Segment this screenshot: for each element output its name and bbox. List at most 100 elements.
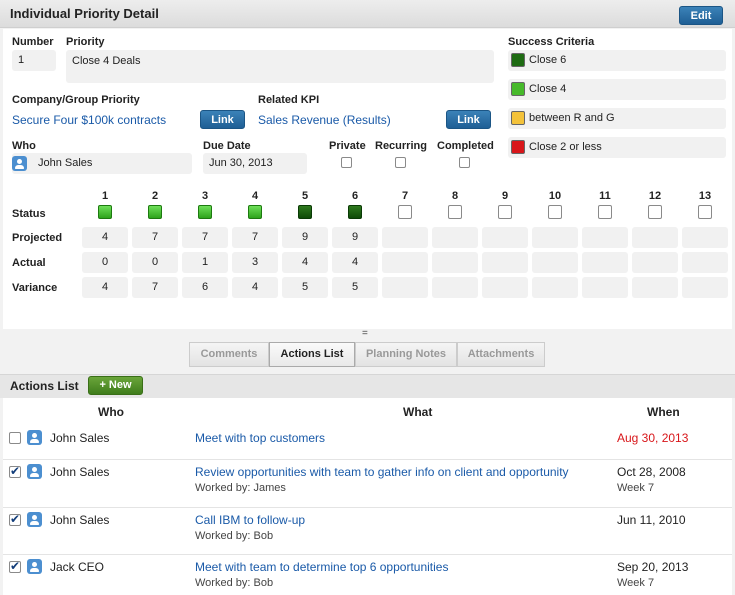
action-checkbox[interactable] — [9, 559, 21, 573]
variance-cell — [482, 277, 528, 298]
status-indicator — [148, 205, 162, 219]
actual-cell — [632, 252, 678, 273]
projected-cell: 7 — [182, 227, 228, 248]
success-criteria-label: Success Criteria — [508, 36, 595, 48]
action-what-link[interactable]: Meet with top customers — [195, 431, 326, 445]
who-field[interactable]: John Sales — [12, 153, 192, 174]
criteria-text: Close 4 — [529, 83, 567, 95]
status-indicator — [498, 205, 512, 219]
row-separator — [3, 507, 732, 508]
when-column-header: When — [647, 405, 680, 419]
success-criteria-item: Close 6 — [508, 50, 726, 71]
status-indicator — [98, 205, 112, 219]
action-what-link[interactable]: Review opportunities with team to gather… — [195, 465, 569, 479]
projected-cell: 7 — [232, 227, 278, 248]
projected-cell: 9 — [282, 227, 328, 248]
company-priority-link[interactable]: Secure Four $100k contracts — [12, 113, 167, 127]
week-column-header: 13 — [698, 190, 712, 202]
actual-cell: 4 — [332, 252, 378, 273]
criteria-text: between R and G — [529, 112, 615, 124]
due-date-field[interactable]: Jun 30, 2013 — [203, 153, 307, 174]
week-column-header: 6 — [351, 190, 359, 202]
company-link-button[interactable]: Link — [200, 110, 245, 129]
user-icon — [27, 430, 42, 445]
tab-comments[interactable]: Comments — [189, 342, 269, 367]
variance-cell: 5 — [282, 277, 328, 298]
variance-cell: 6 — [182, 277, 228, 298]
actual-cell: 0 — [132, 252, 178, 273]
tab-planning-notes[interactable]: Planning Notes — [355, 342, 457, 367]
action-checkbox[interactable] — [9, 512, 21, 526]
projected-cell — [532, 227, 578, 248]
kpi-link[interactable]: Sales Revenue (Results) — [258, 113, 391, 127]
actual-cell: 1 — [182, 252, 228, 273]
projected-cell: 9 — [332, 227, 378, 248]
splitter-handle[interactable]: = — [362, 328, 368, 339]
action-checkbox[interactable] — [9, 464, 21, 478]
projected-cell — [432, 227, 478, 248]
status-indicator — [698, 205, 712, 219]
variance-row-label: Variance — [12, 282, 58, 294]
action-worked-by: Worked by: Bob — [195, 530, 274, 542]
status-indicator — [448, 205, 462, 219]
who-label: Who — [12, 140, 36, 152]
private-label: Private — [329, 140, 366, 152]
company-priority-label: Company/Group Priority — [12, 94, 140, 106]
page-title: Individual Priority Detail — [10, 6, 159, 21]
number-label: Number — [12, 36, 54, 48]
actual-row-label: Actual — [12, 257, 46, 269]
actual-cell — [432, 252, 478, 273]
who-value: John Sales — [38, 157, 93, 169]
action-who: Jack CEO — [50, 560, 105, 574]
row-separator — [3, 459, 732, 460]
edit-button[interactable]: Edit — [679, 6, 723, 25]
action-when: Sep 20, 2013 — [617, 560, 689, 574]
kpi-link-button[interactable]: Link — [446, 110, 491, 129]
actual-cell — [532, 252, 578, 273]
variance-cell — [382, 277, 428, 298]
action-checkbox[interactable] — [9, 432, 21, 444]
recurring-checkbox[interactable] — [395, 157, 406, 168]
week-column-header: 12 — [648, 190, 662, 202]
priority-field[interactable]: Close 4 Deals — [66, 50, 494, 83]
recurring-label: Recurring — [375, 140, 427, 152]
actual-cell — [682, 252, 728, 273]
status-indicator — [398, 205, 412, 219]
action-when: Jun 11, 2010 — [617, 513, 686, 527]
variance-cell — [532, 277, 578, 298]
completed-checkbox[interactable] — [459, 157, 470, 168]
status-indicator — [548, 205, 562, 219]
status-indicator — [598, 205, 612, 219]
private-checkbox[interactable] — [341, 157, 352, 168]
tab-attachments[interactable]: Attachments — [457, 342, 545, 367]
variance-cell: 4 — [232, 277, 278, 298]
projected-cell: 7 — [132, 227, 178, 248]
week-column-header: 4 — [251, 190, 259, 202]
due-date-label: Due Date — [203, 140, 251, 152]
action-who: John Sales — [50, 513, 110, 527]
action-week: Week 7 — [617, 577, 655, 589]
action-worked-by: Worked by: Bob — [195, 577, 274, 589]
new-action-button[interactable]: + New — [88, 376, 143, 395]
variance-cell: 5 — [332, 277, 378, 298]
action-what-link[interactable]: Call IBM to follow-up — [195, 513, 306, 527]
user-icon — [27, 512, 42, 527]
status-row-label: Status — [12, 208, 46, 220]
tab-actions-list[interactable]: Actions List — [269, 342, 355, 367]
week-column-header: 10 — [548, 190, 562, 202]
week-column-header: 5 — [301, 190, 309, 202]
actual-cell: 4 — [282, 252, 328, 273]
criteria-color-swatch — [511, 82, 525, 96]
priority-label: Priority — [66, 36, 105, 48]
projected-cell — [582, 227, 628, 248]
who-column-header: Who — [98, 405, 124, 419]
week-column-header: 3 — [201, 190, 209, 202]
action-what-link[interactable]: Meet with team to determine top 6 opport… — [195, 560, 449, 574]
week-column-header: 9 — [501, 190, 509, 202]
action-when: Aug 30, 2013 — [617, 431, 689, 445]
user-icon — [27, 464, 42, 479]
week-column-header: 1 — [101, 190, 109, 202]
completed-label: Completed — [437, 140, 494, 152]
action-when: Oct 28, 2008 — [617, 465, 686, 479]
status-indicator — [298, 205, 312, 219]
